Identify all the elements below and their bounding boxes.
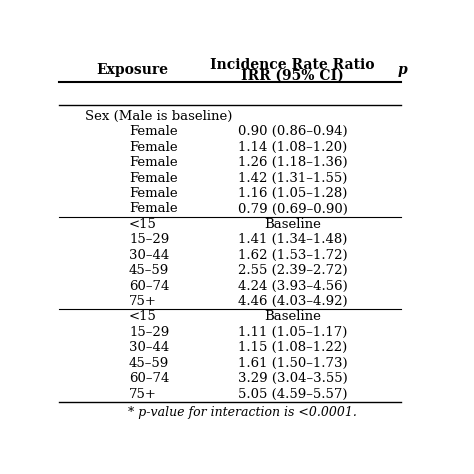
Text: 45–59: 45–59 — [129, 264, 169, 277]
Text: 1.11 (1.05–1.17): 1.11 (1.05–1.17) — [238, 326, 347, 339]
Text: <15: <15 — [129, 310, 157, 323]
Text: <15: <15 — [129, 218, 157, 231]
Text: 5.05 (4.59–5.57): 5.05 (4.59–5.57) — [238, 388, 347, 401]
Text: 4.46 (4.03–4.92): 4.46 (4.03–4.92) — [237, 295, 347, 308]
Text: 1.15 (1.08–1.22): 1.15 (1.08–1.22) — [238, 341, 347, 354]
Text: 1.14 (1.08–1.20): 1.14 (1.08–1.20) — [238, 141, 347, 154]
Text: 60–74: 60–74 — [129, 280, 169, 292]
Text: 1.61 (1.50–1.73): 1.61 (1.50–1.73) — [237, 357, 347, 370]
Text: 0.79 (0.69–0.90): 0.79 (0.69–0.90) — [237, 202, 347, 216]
Text: p: p — [398, 63, 408, 77]
Text: 30–44: 30–44 — [129, 341, 169, 354]
Text: Female: Female — [129, 141, 178, 154]
Text: Baseline: Baseline — [264, 218, 321, 231]
Text: 30–44: 30–44 — [129, 249, 169, 262]
Text: 60–74: 60–74 — [129, 372, 169, 385]
Text: Female: Female — [129, 202, 178, 216]
Text: 45–59: 45–59 — [129, 357, 169, 370]
Text: Female: Female — [129, 125, 178, 138]
Text: 15–29: 15–29 — [129, 326, 169, 339]
Text: 15–29: 15–29 — [129, 233, 169, 246]
Text: Incidence Rate Ratio: Incidence Rate Ratio — [210, 58, 375, 72]
Text: 75+: 75+ — [129, 388, 157, 401]
Text: 1.16 (1.05–1.28): 1.16 (1.05–1.28) — [238, 187, 347, 200]
Text: 1.42 (1.31–1.55): 1.42 (1.31–1.55) — [238, 172, 347, 184]
Text: 1.26 (1.18–1.36): 1.26 (1.18–1.36) — [237, 156, 347, 169]
Text: Baseline: Baseline — [264, 310, 321, 323]
Text: Female: Female — [129, 156, 178, 169]
Text: Sex (Male is baseline): Sex (Male is baseline) — [85, 110, 232, 123]
Text: 75+: 75+ — [129, 295, 157, 308]
Text: 4.24 (3.93–4.56): 4.24 (3.93–4.56) — [237, 280, 347, 292]
Text: 0.90 (0.86–0.94): 0.90 (0.86–0.94) — [237, 125, 347, 138]
Text: Female: Female — [129, 187, 178, 200]
Text: Exposure: Exposure — [97, 63, 169, 77]
Text: * p-value for interaction is <0.0001.: * p-value for interaction is <0.0001. — [128, 406, 357, 419]
Text: 2.55 (2.39–2.72): 2.55 (2.39–2.72) — [237, 264, 347, 277]
Text: 3.29 (3.04–3.55): 3.29 (3.04–3.55) — [237, 372, 347, 385]
Text: 1.62 (1.53–1.72): 1.62 (1.53–1.72) — [237, 249, 347, 262]
Text: 1.41 (1.34–1.48): 1.41 (1.34–1.48) — [238, 233, 347, 246]
Text: IRR (95% CI): IRR (95% CI) — [241, 69, 344, 83]
Text: Female: Female — [129, 172, 178, 184]
